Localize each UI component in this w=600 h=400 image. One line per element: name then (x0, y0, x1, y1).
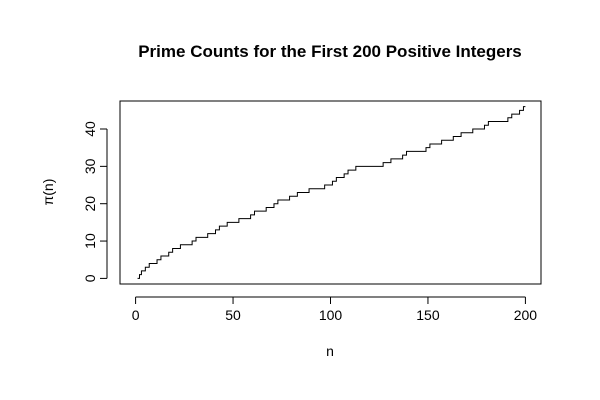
y-axis-label: π(n) (40, 179, 56, 206)
y-tick-label: 40 (82, 121, 98, 137)
chart-title: Prime Counts for the First 200 Positive … (138, 42, 522, 61)
x-tick-label: 0 (132, 307, 140, 323)
y-tick-label: 0 (82, 274, 98, 282)
x-tick-label: 200 (514, 307, 538, 323)
plot-frame (119, 100, 542, 285)
x-axis: 0 50 100 150 200 (132, 296, 538, 323)
y-tick-label: 10 (82, 233, 98, 249)
x-tick-label: 50 (225, 307, 241, 323)
prime-count-step-line (137, 106, 526, 279)
y-axis: 0 10 20 30 40 (82, 121, 108, 282)
x-tick-label: 100 (319, 307, 343, 323)
y-tick-label: 20 (82, 196, 98, 212)
y-tick-label: 30 (82, 158, 98, 174)
x-axis-label: n (326, 343, 334, 359)
x-tick-label: 150 (416, 307, 440, 323)
